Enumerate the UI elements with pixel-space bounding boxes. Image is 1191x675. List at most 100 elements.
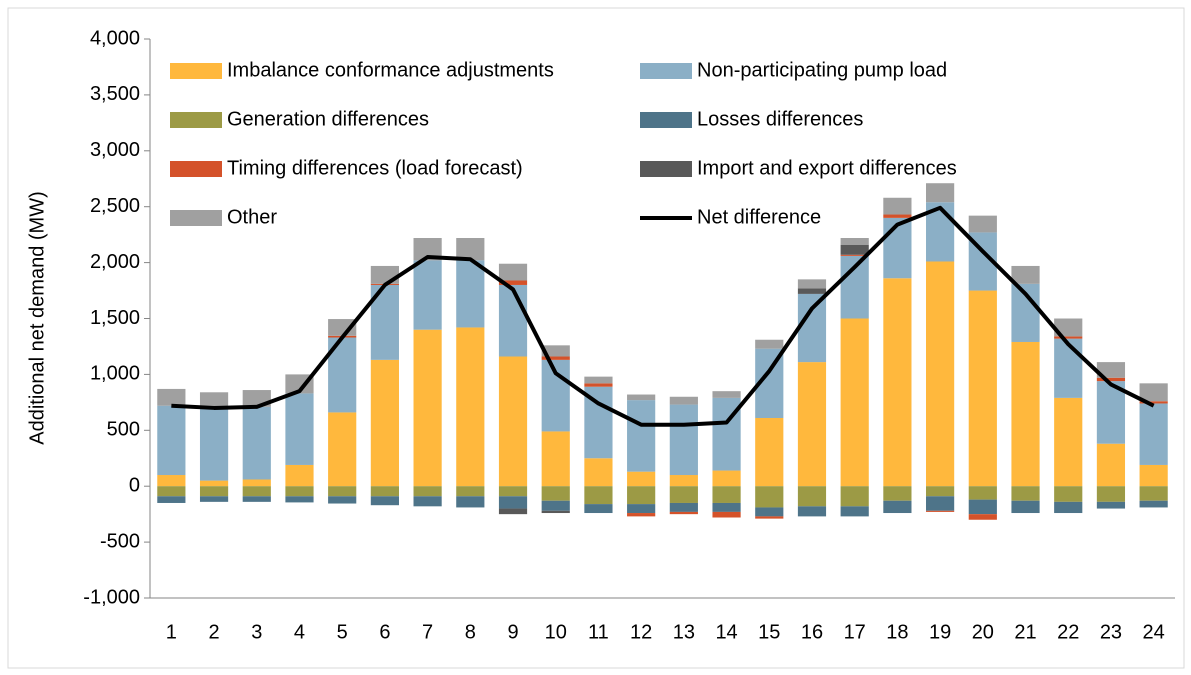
net-line <box>171 205 1155 427</box>
x-tick-label: 24 <box>1143 621 1165 643</box>
bar-segment <box>157 405 186 476</box>
bar-segment <box>413 238 442 261</box>
x-tick-label: 8 <box>465 621 476 643</box>
bar-segment <box>1096 381 1126 444</box>
bar-segment <box>883 500 912 514</box>
bar-segment <box>883 486 912 501</box>
bar-segment <box>926 510 955 512</box>
bar-segment <box>584 376 613 384</box>
y-tick-label: 0 <box>129 474 140 496</box>
bar-segment <box>1011 341 1040 487</box>
x-tick-label: 5 <box>337 621 348 643</box>
bar-segment <box>755 486 784 508</box>
bar-segment <box>1139 464 1168 487</box>
bar-segment <box>413 260 442 330</box>
bar-segment <box>712 391 741 398</box>
bar-segment <box>1139 403 1168 465</box>
bar-segment <box>328 412 357 487</box>
x-tick-label: 10 <box>545 621 567 643</box>
bar-segment <box>840 254 869 256</box>
bar-segment <box>242 479 271 487</box>
bar-segment <box>584 486 613 505</box>
bar-segment <box>797 486 827 507</box>
bar-segment <box>1011 265 1040 284</box>
bar-segment <box>669 511 698 515</box>
bar-segment <box>883 214 912 218</box>
bar-segment <box>370 359 399 487</box>
bar-segment <box>712 502 741 512</box>
y-tick-label: 2,500 <box>90 195 140 217</box>
x-tick-label: 20 <box>972 621 994 643</box>
legend-label: Import and export differences <box>697 157 957 179</box>
legend-swatch <box>170 112 222 128</box>
legend-label: Imbalance conformance adjustments <box>227 59 554 81</box>
bar-segment <box>627 504 656 514</box>
y-axis-label: Additional net demand (MW) <box>26 191 48 444</box>
bar-segment <box>797 293 827 363</box>
bar-segment <box>157 496 186 503</box>
bar-segment <box>498 486 528 497</box>
x-tick-label: 22 <box>1057 621 1079 643</box>
legend-swatch <box>170 210 222 226</box>
chart-frame <box>7 7 1185 669</box>
bar-segment <box>712 486 741 503</box>
bar-segment <box>199 392 229 410</box>
bar-segment <box>840 238 869 245</box>
bar-segment <box>157 486 186 497</box>
y-tick-label: 500 <box>107 419 140 441</box>
bar-segment <box>498 496 528 509</box>
x-tick-label: 17 <box>844 621 866 643</box>
bar-segment <box>1054 397 1083 487</box>
bar-segment <box>1054 501 1083 514</box>
bar-segment <box>755 507 784 517</box>
bar-segment <box>926 183 955 203</box>
bar-segment <box>669 502 698 512</box>
bar-segment <box>498 508 528 515</box>
bar-segment <box>456 260 485 328</box>
bar-segment <box>840 506 869 517</box>
bar-segment <box>797 506 827 517</box>
bar-segment <box>1054 486 1083 502</box>
bar-segment <box>370 265 399 284</box>
bar-segment <box>541 500 570 511</box>
bar-segment <box>840 318 869 487</box>
bar-segment <box>926 496 955 511</box>
bar-segment <box>456 238 485 261</box>
legend-label: Losses differences <box>697 108 863 130</box>
legend-swatch <box>170 63 222 79</box>
bar-segment <box>541 356 570 360</box>
x-tick-label: 21 <box>1014 621 1036 643</box>
bar-segment <box>755 516 784 519</box>
bar-segment <box>370 496 399 506</box>
y-tick-label: 1,500 <box>90 307 140 329</box>
legend-label: Non-participating pump load <box>697 59 947 81</box>
bar-segment <box>328 496 357 504</box>
bar-segment <box>1054 338 1083 398</box>
bar-segment <box>456 327 485 487</box>
bar-segment <box>1054 318 1083 337</box>
bar-segment <box>285 496 314 503</box>
x-tick-label: 3 <box>251 621 262 643</box>
bar-segment <box>627 400 656 472</box>
bar-segment <box>199 486 229 497</box>
bar-segment <box>1139 486 1168 501</box>
x-tick-label: 4 <box>294 621 305 643</box>
bar-segment <box>1139 500 1168 508</box>
bar-segment <box>413 496 442 507</box>
bar-segment <box>328 486 357 497</box>
bar-segment <box>797 362 827 487</box>
bar-segment <box>755 418 784 487</box>
bar-segment <box>669 396 698 405</box>
y-tick-label: 4,000 <box>90 27 140 49</box>
bar-segment <box>968 215 997 233</box>
bar-segment <box>413 329 442 487</box>
x-tick-label: 7 <box>422 621 433 643</box>
bar-segment <box>242 496 271 502</box>
x-tick-label: 16 <box>801 621 823 643</box>
legend-label: Net difference <box>697 206 821 228</box>
bar-segment <box>413 486 442 497</box>
x-tick-label: 12 <box>630 621 652 643</box>
bar-segment <box>498 263 528 281</box>
